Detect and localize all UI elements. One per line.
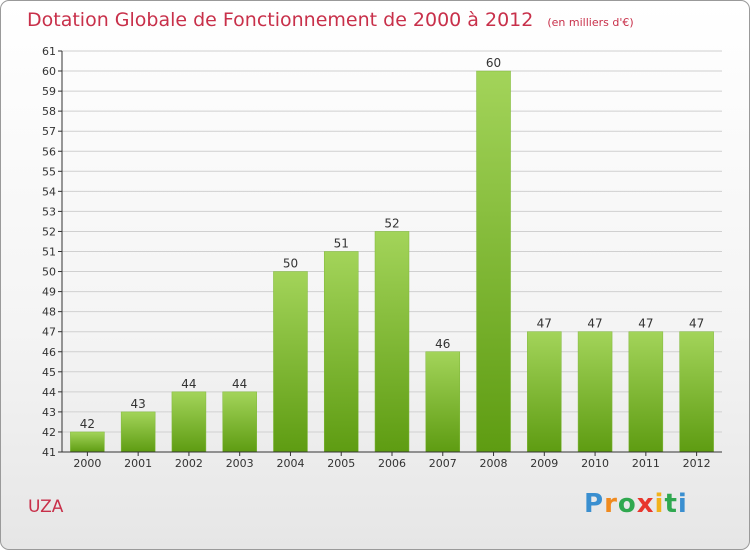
bar-2003 bbox=[222, 391, 257, 453]
data-label: 46 bbox=[435, 337, 450, 351]
y-tick-label: 61 bbox=[42, 45, 56, 58]
bar-2010 bbox=[577, 331, 613, 453]
bar-2004 bbox=[273, 271, 308, 453]
y-tick-label: 50 bbox=[42, 266, 56, 279]
logo-letter: i bbox=[677, 489, 688, 519]
axes: 41 42 43 44 45 46 47 48 49 50 51 52 53 54 55 56 57 58 59 60… bbox=[42, 45, 722, 470]
bars bbox=[70, 70, 714, 453]
x-tick-label: 2008 bbox=[480, 457, 508, 470]
y-tick-label: 53 bbox=[42, 205, 56, 218]
y-tick-label: 46 bbox=[42, 346, 56, 359]
bar-2000 bbox=[70, 431, 105, 453]
chart-title-block: Dotation Globale de Fonctionnement de 20… bbox=[27, 9, 634, 31]
x-tick-label: 2006 bbox=[378, 457, 406, 470]
data-label: 43 bbox=[131, 397, 146, 411]
data-label: 51 bbox=[334, 237, 349, 251]
data-label: 47 bbox=[587, 317, 602, 331]
x-tick-label: 2009 bbox=[530, 457, 558, 470]
y-tick-label: 59 bbox=[42, 85, 56, 98]
y-tick-label: 43 bbox=[42, 406, 56, 419]
data-label: 47 bbox=[638, 317, 653, 331]
y-tick-label: 49 bbox=[42, 286, 56, 299]
data-label: 60 bbox=[486, 56, 501, 70]
bar-2011 bbox=[628, 331, 664, 453]
x-tick-label: 2002 bbox=[175, 457, 203, 470]
proxiti-logo: Proxiti bbox=[584, 489, 688, 519]
y-tick-label: 41 bbox=[42, 446, 56, 459]
logo-letter: t bbox=[664, 489, 678, 519]
y-tick-label: 57 bbox=[42, 125, 56, 138]
y-tick-label: 58 bbox=[42, 105, 56, 118]
y-tick-label: 45 bbox=[42, 366, 56, 379]
y-tick-label: 55 bbox=[42, 165, 56, 178]
bar-2005 bbox=[323, 251, 359, 453]
chart-title: Dotation Globale de Fonctionnement de 20… bbox=[27, 9, 534, 31]
data-labels: 42 43 44 44 50 51 52 46 60 47 47 47 47 bbox=[80, 56, 705, 431]
y-tick-label: 52 bbox=[42, 225, 56, 238]
logo-letter: x bbox=[636, 489, 655, 519]
data-label: 52 bbox=[384, 216, 399, 230]
x-tick-label: 2011 bbox=[632, 457, 660, 470]
x-tick-label: 2005 bbox=[327, 457, 355, 470]
logo-letter: i bbox=[654, 489, 665, 519]
bar-2002 bbox=[171, 391, 207, 453]
x-tick-label: 2012 bbox=[683, 457, 711, 470]
y-tick-label: 51 bbox=[42, 246, 56, 259]
commune-name: UZA bbox=[28, 497, 64, 517]
data-label: 50 bbox=[283, 257, 298, 271]
bar-2012 bbox=[679, 331, 714, 453]
chart-subtitle: (en milliers d'€) bbox=[547, 16, 634, 29]
x-tick-label: 2010 bbox=[581, 457, 609, 470]
x-tick-label: 2004 bbox=[276, 457, 304, 470]
y-tick-label: 60 bbox=[42, 65, 56, 78]
y-tick-label: 56 bbox=[42, 145, 56, 158]
data-label: 44 bbox=[181, 377, 196, 391]
y-tick-label: 48 bbox=[42, 306, 56, 319]
x-tick-label: 2007 bbox=[429, 457, 457, 470]
bar-2009 bbox=[527, 331, 562, 453]
logo-letter: o bbox=[617, 489, 637, 519]
y-tick-label: 47 bbox=[42, 326, 56, 339]
data-label: 47 bbox=[537, 317, 552, 331]
x-tick-label: 2000 bbox=[73, 457, 101, 470]
y-tick-label: 42 bbox=[42, 426, 56, 439]
y-tick-label: 54 bbox=[42, 185, 56, 198]
bar-2001 bbox=[120, 411, 156, 453]
data-label: 42 bbox=[80, 417, 95, 431]
bar-2008 bbox=[476, 70, 511, 453]
logo-letter: r bbox=[604, 489, 618, 519]
data-label: 47 bbox=[689, 317, 704, 331]
data-label: 44 bbox=[232, 377, 247, 391]
bar-2007 bbox=[425, 351, 461, 453]
x-tick-label: 2003 bbox=[226, 457, 254, 470]
y-tick-label: 44 bbox=[42, 386, 56, 399]
bar-2006 bbox=[374, 231, 410, 453]
x-tick-label: 2001 bbox=[124, 457, 152, 470]
logo-letter: P bbox=[584, 489, 605, 519]
